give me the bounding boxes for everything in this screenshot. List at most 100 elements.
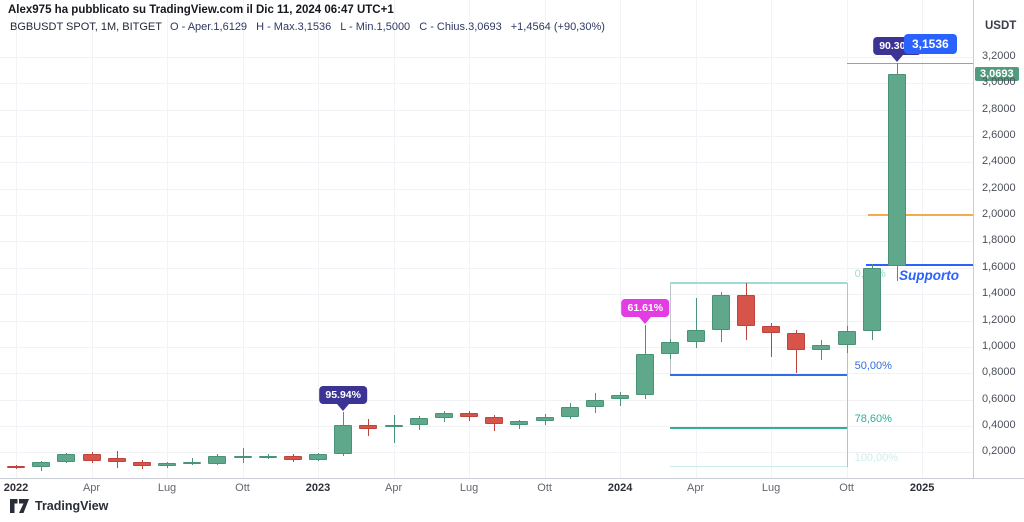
v-gridline [91,0,93,478]
candle [510,421,529,425]
price-tick-label: 1,8000 [982,234,1016,247]
h-gridline [0,136,973,137]
legend-close: C - Chius.3,0693 [419,21,502,33]
v-gridline [922,0,924,478]
candle [585,399,604,407]
h-gridline [0,57,973,58]
fib-level-line [670,426,847,429]
fib-level-label: 78,60% [854,412,892,425]
v-gridline [695,0,697,478]
candle [485,417,504,425]
legend-low: L - Min.1,5000 [340,21,411,33]
price-tick-label: 3,0000 [982,76,1016,89]
candle [132,461,151,467]
candle [7,466,25,469]
h-gridline [0,320,973,322]
v-gridline [544,0,546,478]
time-tick-label: 2022 [3,482,29,494]
candle [434,413,453,418]
v-gridline [771,0,773,478]
price-tick-label: 2,4000 [982,155,1016,168]
orange-level-line [868,214,973,217]
candle [812,344,831,351]
fib-level-label: 50,00% [854,359,892,372]
price-tick-label: 2,6000 [982,129,1016,141]
candle [32,462,51,468]
callout-pointer [891,55,903,63]
fib-level-line [670,282,847,284]
h-gridline [0,162,973,164]
price-tick-label: 3,2000 [982,50,1016,62]
price-tick-label: 0,2000 [982,445,1016,458]
price-axis[interactable]: USDT 3,0693 3,2000 3,0000 2,8000 2,6000 2,40… [973,0,1024,496]
candle-wick [695,298,697,349]
time-tick-label: Ott [839,482,854,494]
candle [686,329,705,343]
h-gridline [0,452,973,454]
current-price-tag: 3,0693 [975,67,1019,82]
h-gridline [0,399,973,401]
price-tick-label: 1,4000 [982,287,1016,300]
candle [560,406,579,417]
attribution: TradingView [10,499,108,513]
legend-high: H - Max.3,1536 [256,21,332,33]
candle [636,354,655,395]
candle [711,294,730,330]
time-tick-label: Apr [385,482,403,494]
price-axis-currency-label: USDT [985,20,1017,32]
v-gridline [167,0,168,478]
price-tick-label: 2,8000 [982,102,1016,115]
candle [158,463,176,466]
time-tick-label: Lug [761,482,781,494]
h-gridline [0,425,973,427]
price-tick-label: 1,0000 [982,339,1016,352]
tradingview-logo-icon [10,499,29,513]
candle [208,456,227,465]
h-gridline [0,294,973,296]
support-line [865,264,973,267]
high-level-line [846,63,973,65]
published-by-line: Alex975 ha pubblicato su TradingView.com… [8,4,394,16]
time-axis[interactable]: 2022 Apr Lug Ott 2023 Apr Lug Ott 2024 Apr Lug Ott 2… [0,478,1024,497]
candle [334,424,353,455]
v-gridline [242,0,244,478]
candle-wick [242,447,244,464]
candle [787,333,806,351]
h-gridline [0,267,973,269]
h-gridline [0,346,973,348]
symbol-name: BGBUSDT SPOT, 1M, BITGET [10,21,162,33]
chart-canvas[interactable]: Supporto 0,00%50,00%78,60%100,00%95.94%6… [0,0,973,478]
time-tick-label: 2024 [607,482,633,494]
candle-wick [821,340,823,361]
v-gridline [469,0,471,478]
candle [359,424,378,429]
candle [736,294,755,327]
candle [183,461,202,464]
candle [309,454,327,461]
callout-pointer [639,317,652,325]
h-gridline [0,373,973,375]
h-gridline [0,215,973,217]
time-tick-label: 2023 [305,482,331,494]
v-gridline [620,0,622,478]
h-gridline [0,188,973,190]
fib-level-line [670,466,847,467]
price-tick-label: 2,0000 [982,208,1016,221]
v-gridline [318,0,319,478]
v-gridline [846,0,848,478]
candle [862,267,881,331]
legend-open: O - Aper.1,6129 [170,21,248,33]
time-tick-label: Ott [235,482,250,494]
candle [283,455,302,461]
fib-vertical-edge [846,283,848,468]
time-tick-label: Apr [82,482,101,494]
callout-pointer [337,404,350,412]
candle [233,455,252,458]
support-annotation-text: Supporto [899,268,959,283]
candle [460,413,479,418]
brand-name[interactable]: TradingView [35,499,109,513]
percent-change-callout: 95.94% [319,386,367,405]
candle-wick [393,414,395,443]
price-tick-label: 0,8000 [982,366,1016,379]
